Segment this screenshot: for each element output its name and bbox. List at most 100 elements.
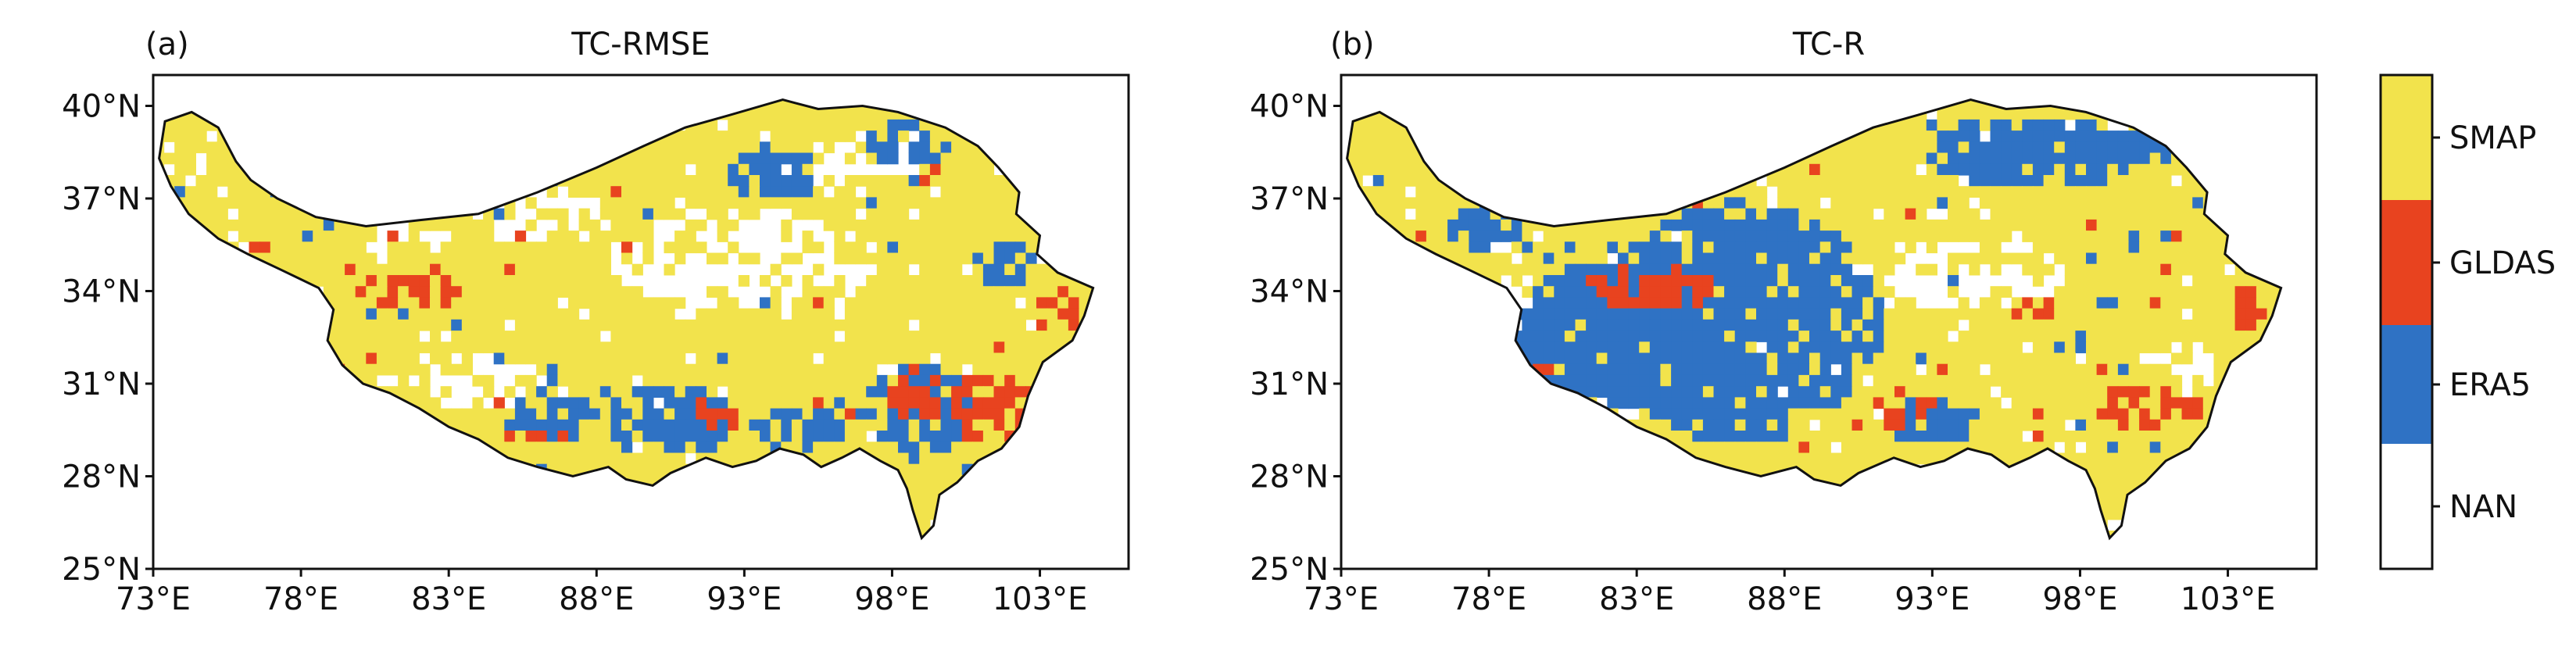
grid-cell	[823, 419, 835, 431]
grid-cell	[791, 441, 803, 454]
grid-cell	[664, 363, 675, 376]
grid-cell	[728, 319, 739, 331]
grid-cell	[430, 297, 442, 309]
grid-cell	[2032, 141, 2045, 154]
grid-cell	[919, 208, 931, 220]
grid-cell	[2149, 186, 2161, 198]
grid-cell	[707, 252, 718, 265]
grid-cell	[919, 341, 931, 354]
grid-cell	[876, 297, 888, 309]
grid-cell	[2001, 197, 2012, 209]
grid-cell	[568, 397, 580, 409]
grid-cell	[1894, 141, 1906, 154]
grid-cell	[728, 441, 739, 454]
grid-cell	[1068, 297, 1080, 309]
grid-cell	[366, 297, 377, 309]
grid-cell	[398, 363, 410, 376]
grid-cell	[461, 363, 473, 376]
grid-cell	[940, 175, 952, 187]
grid-cell	[1046, 341, 1058, 354]
grid-cell	[993, 331, 1005, 342]
grid-cell	[951, 386, 963, 398]
grid-cell	[621, 197, 633, 209]
grid-cell	[707, 374, 718, 387]
grid-cell	[791, 408, 803, 420]
grid-cell	[578, 319, 590, 331]
grid-cell	[664, 297, 675, 309]
grid-cell	[589, 219, 601, 231]
grid-cell	[982, 197, 995, 209]
grid-cell	[908, 397, 920, 409]
grid-cell	[1926, 119, 1937, 131]
grid-cell	[546, 252, 558, 265]
grid-cell	[2117, 163, 2130, 176]
grid-cell	[674, 419, 686, 431]
grid-cell	[2139, 186, 2151, 198]
grid-cell	[749, 130, 760, 142]
grid-cell	[653, 419, 665, 431]
grid-cell	[2117, 175, 2130, 187]
grid-cell	[536, 308, 548, 320]
grid-cell	[631, 463, 643, 476]
grid-cell	[664, 352, 675, 365]
grid-cell	[568, 241, 580, 254]
grid-cell	[642, 208, 654, 220]
grid-cell	[940, 219, 952, 231]
grid-cell	[546, 186, 558, 198]
grid-cell	[1916, 119, 1927, 131]
grid-cell	[1394, 219, 1406, 231]
grid-cell	[919, 175, 931, 187]
grid-cell	[738, 363, 750, 376]
grid-cell	[1025, 308, 1037, 320]
grid-cell	[451, 363, 463, 376]
grid-cell	[951, 219, 963, 231]
grid-cell	[1426, 197, 1438, 209]
grid-cell	[1990, 197, 2002, 209]
grid-cell	[781, 431, 792, 442]
grid-cell	[184, 163, 196, 176]
grid-cell	[472, 408, 484, 420]
grid-cell	[345, 308, 356, 320]
grid-cell	[557, 252, 569, 265]
lon-tick-label: 93°E	[707, 581, 782, 617]
grid-cell	[2022, 141, 2034, 154]
grid-cell	[1852, 186, 1863, 198]
grid-cell	[940, 319, 952, 331]
grid-cell	[802, 352, 814, 365]
grid-cell	[887, 152, 899, 165]
grid-cell	[472, 297, 484, 309]
grid-cell	[674, 186, 686, 198]
grid-cell	[1862, 208, 1874, 220]
grid-cell	[770, 308, 782, 320]
grid-cell	[2139, 152, 2151, 165]
grid-cell	[1819, 186, 1831, 198]
grid-cell	[866, 308, 878, 320]
grid-cell	[631, 297, 643, 309]
grid-cell	[908, 474, 920, 487]
grid-cell	[1884, 175, 1895, 187]
grid-cell	[642, 319, 654, 331]
grid-cell	[908, 219, 920, 231]
grid-cell	[2086, 186, 2098, 198]
grid-cell	[483, 319, 495, 331]
grid-cell	[855, 241, 867, 254]
grid-cell	[642, 341, 654, 354]
grid-cell	[802, 130, 814, 142]
grid-cell	[770, 197, 782, 209]
grid-cell	[802, 175, 814, 187]
grid-cell	[610, 386, 622, 398]
grid-cell	[653, 319, 665, 331]
grid-cell	[536, 331, 548, 342]
grid-cell	[1798, 175, 1810, 187]
grid-cell	[951, 186, 963, 198]
grid-cell	[707, 141, 718, 154]
grid-cell	[696, 352, 707, 365]
grid-cell	[1926, 163, 1937, 176]
grid-cell	[249, 208, 260, 220]
grid-cell	[929, 452, 942, 465]
grid-cell	[259, 197, 271, 209]
grid-cell	[1490, 219, 1501, 231]
grid-cell	[1394, 175, 1406, 187]
grid-cell	[1969, 152, 1980, 165]
grid-cell	[610, 175, 622, 187]
